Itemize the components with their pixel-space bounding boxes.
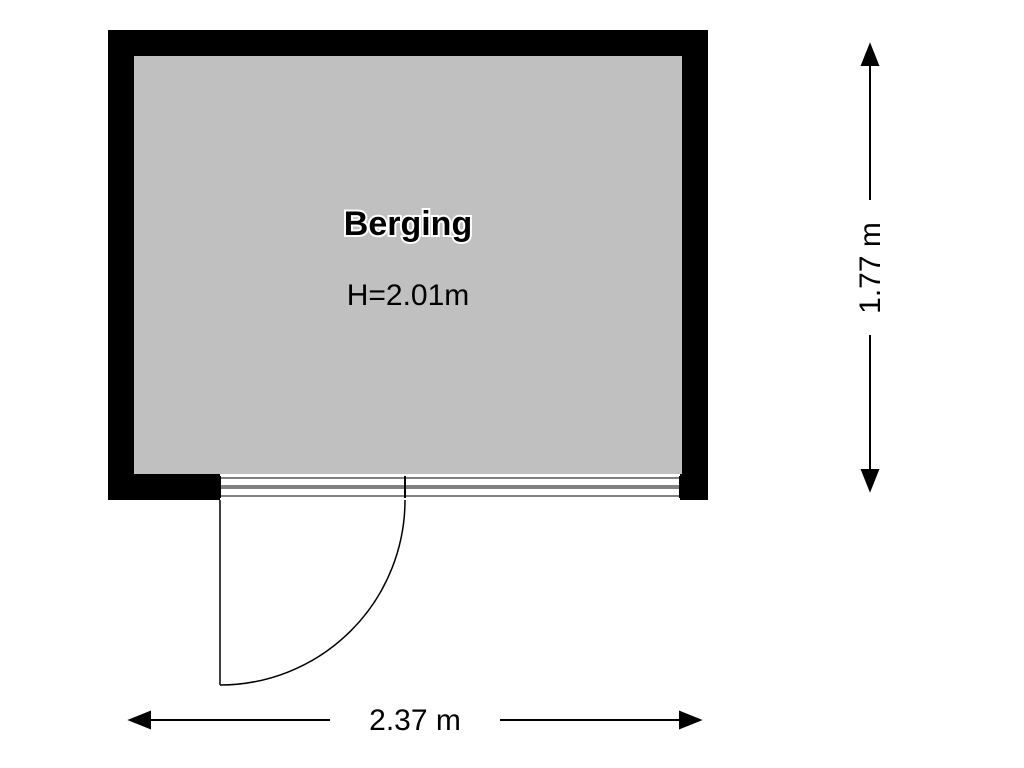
room-name: Berging [344, 205, 472, 243]
room-fill [134, 56, 682, 474]
floor-plan: Berging H=2.01m 2.37 m 1.77 m [0, 0, 1024, 768]
room-height-label: H=2.01m [347, 279, 470, 312]
dimension-vertical-value: 1.77 m [854, 222, 887, 314]
door-swing [220, 500, 405, 685]
dimension-horizontal-value: 2.37 m [369, 704, 461, 737]
